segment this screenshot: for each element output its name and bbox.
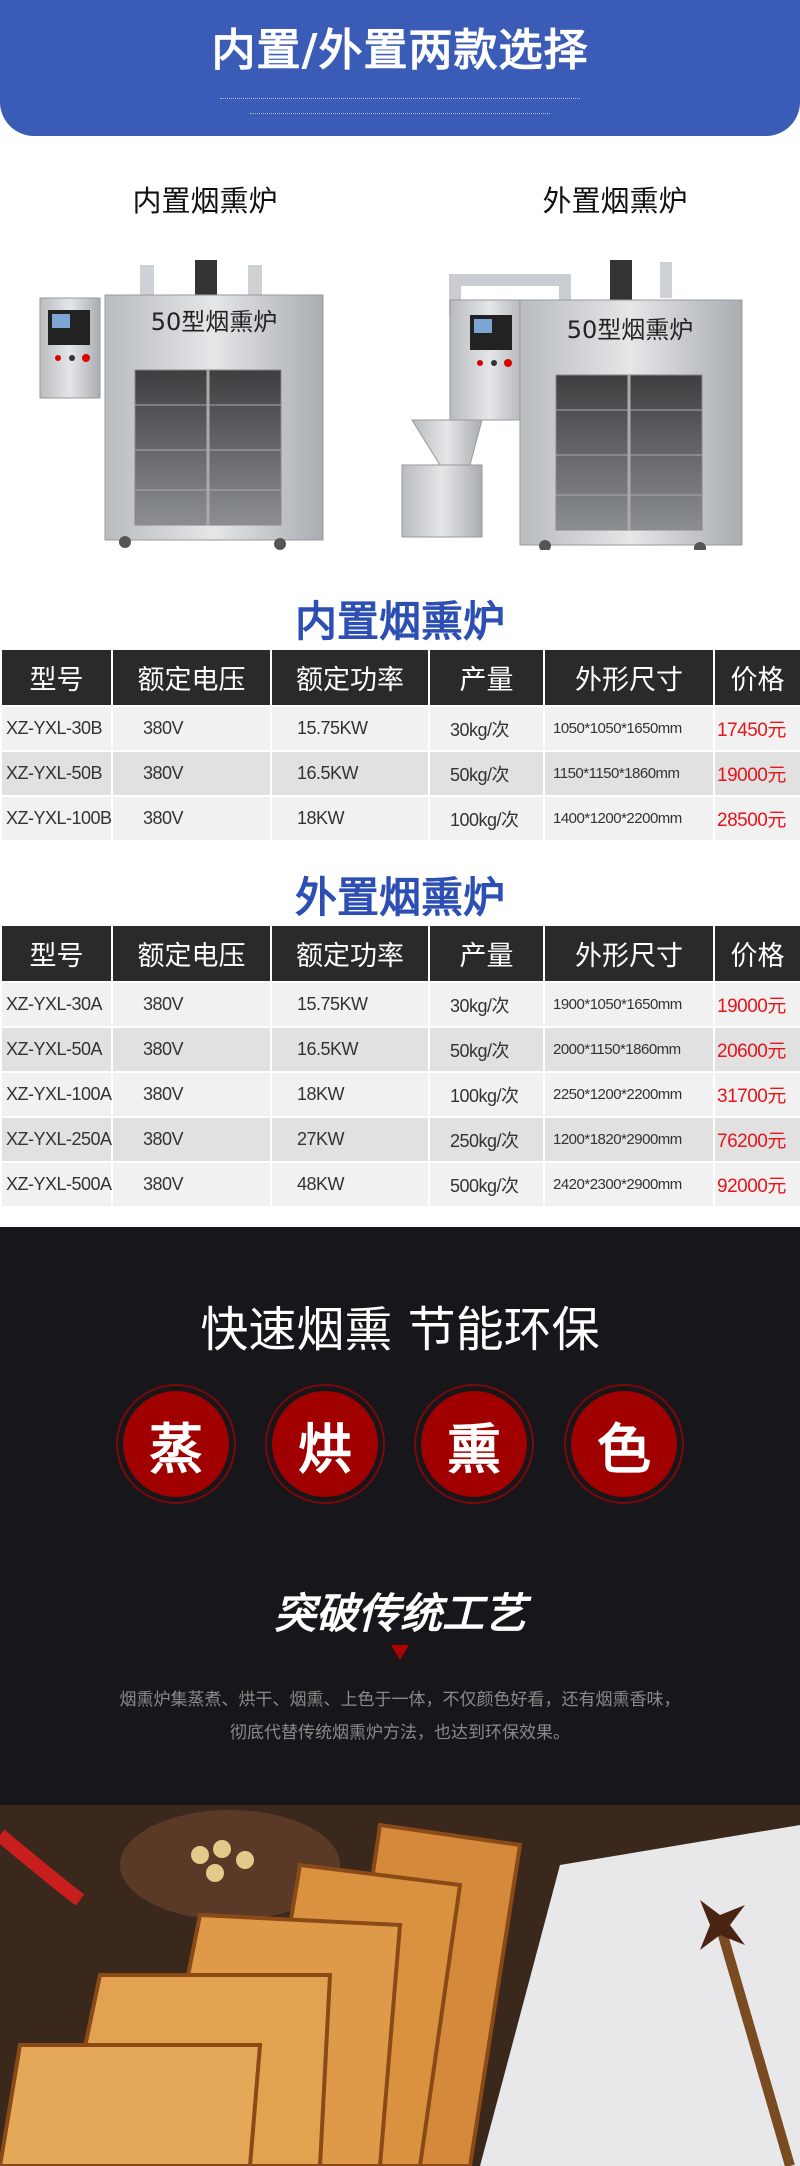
section-heading: 突破传统工艺 <box>273 1589 526 1638</box>
price: 76200元 <box>713 1116 800 1163</box>
table-row: XZ-YXL-50B 380V 16.5KW 50kg/次 1150*1150*1860… <box>0 750 800 797</box>
triangle-down-icon <box>391 1645 409 1660</box>
capacity: 100kg/次 <box>428 1071 545 1118</box>
col-header: 价格 <box>713 926 800 983</box>
col-header: 外形尺寸 <box>543 650 715 707</box>
model: XZ-YXL-100B <box>0 795 113 842</box>
table-row: XZ-YXL-30B 380V 15.75KW 30kg/次 1050*1050*165… <box>0 705 800 752</box>
table-row: XZ-YXL-250A 380V 27KW 250kg/次 1200*1820*2900… <box>0 1116 800 1163</box>
capacity: 50kg/次 <box>428 1026 545 1073</box>
model: XZ-YXL-30A <box>0 981 113 1028</box>
dimensions: 1050*1050*1650mm <box>543 705 715 752</box>
col-header: 额定电压 <box>111 926 272 983</box>
voltage: 380V <box>111 1071 272 1118</box>
capacity: 30kg/次 <box>428 981 545 1028</box>
capacity: 30kg/次 <box>428 705 545 752</box>
price: 92000元 <box>713 1161 800 1208</box>
power: 27KW <box>270 1116 430 1163</box>
model: XZ-YXL-250A <box>0 1116 113 1163</box>
price: 31700元 <box>713 1071 800 1118</box>
power: 16.5KW <box>270 750 430 797</box>
col-header: 额定电压 <box>111 650 272 707</box>
model: XZ-YXL-50B <box>0 750 113 797</box>
description-line: 彻底代替传统烟熏炉方法，也达到环保效果。 <box>230 1723 570 1743</box>
voltage: 380V <box>111 1026 272 1073</box>
voltage: 380V <box>111 750 272 797</box>
model: XZ-YXL-30B <box>0 705 113 752</box>
model: XZ-YXL-100A <box>0 1071 113 1118</box>
dimensions: 1400*1200*2200mm <box>543 795 715 842</box>
badge-color: 色 <box>564 1384 684 1504</box>
voltage: 380V <box>111 795 272 842</box>
voltage: 380V <box>111 1116 272 1163</box>
dimensions: 2000*1150*1860mm <box>543 1026 715 1073</box>
capacity: 100kg/次 <box>428 795 545 842</box>
dimensions: 1900*1050*1650mm <box>543 981 715 1028</box>
badge-steam: 蒸 <box>116 1384 236 1504</box>
smokehouse-images: 50型烟熏炉 50型烟熏炉 <box>39 260 743 550</box>
banner-fine-print <box>220 98 580 100</box>
badge-smoke: 熏 <box>414 1384 534 1504</box>
external-spec-table: 型号 额定电压 额定功率 产量 外形尺寸 价格 XZ-YXL-30A 380V 15… <box>0 926 800 1208</box>
internal-spec-table: 型号 额定电压 额定功率 产量 外形尺寸 价格 XZ-YXL-30B 380V 15… <box>0 650 800 842</box>
capacity: 250kg/次 <box>428 1116 545 1163</box>
machine-plate: 50型烟熏炉 <box>151 308 278 336</box>
table-row: XZ-YXL-100B 380V 18KW 100kg/次 1400*1200*2200… <box>0 795 800 842</box>
table-row: XZ-YXL-30A 380V 15.75KW 30kg/次 1900*1050*165… <box>0 981 800 1028</box>
col-header: 外形尺寸 <box>543 926 715 983</box>
capacity: 500kg/次 <box>428 1161 545 1208</box>
dimensions: 2250*1200*2200mm <box>543 1071 715 1118</box>
col-header: 产量 <box>428 926 545 983</box>
price: 19000元 <box>713 750 800 797</box>
power: 18KW <box>270 795 430 842</box>
external-label: 外置烟熏炉 <box>542 184 688 218</box>
table-row: XZ-YXL-50A 380V 16.5KW 50kg/次 2000*1150*1860… <box>0 1026 800 1073</box>
col-header: 价格 <box>713 650 800 707</box>
price: 17450元 <box>713 705 800 752</box>
slogan: 快速烟熏 节能环保 <box>200 1302 600 1358</box>
model: XZ-YXL-50A <box>0 1026 113 1073</box>
price: 19000元 <box>713 981 800 1028</box>
capacity: 50kg/次 <box>428 750 545 797</box>
voltage: 380V <box>111 1161 272 1208</box>
dimensions: 1200*1820*2900mm <box>543 1116 715 1163</box>
power: 48KW <box>270 1161 430 1208</box>
voltage: 380V <box>111 981 272 1028</box>
smoked-tofu-photo <box>0 1805 800 2166</box>
power: 18KW <box>270 1071 430 1118</box>
banner-fine-print <box>250 113 550 115</box>
internal-label: 内置烟熏炉 <box>132 184 278 218</box>
col-header: 额定功率 <box>270 926 430 983</box>
power: 16.5KW <box>270 1026 430 1073</box>
internal-smokehouse-image: 50型烟熏炉 <box>39 260 324 550</box>
price: 28500元 <box>713 795 800 842</box>
voltage: 380V <box>111 705 272 752</box>
power: 15.75KW <box>270 981 430 1028</box>
col-header: 型号 <box>0 926 113 983</box>
badge-bake: 烘 <box>265 1384 385 1504</box>
machine-plate: 50型烟熏炉 <box>567 316 694 344</box>
table-header: 型号 额定电压 额定功率 产量 外形尺寸 价格 <box>0 650 800 707</box>
col-header: 产量 <box>428 650 545 707</box>
model: XZ-YXL-500A <box>0 1161 113 1208</box>
description-line: 烟熏炉集蒸煮、烘干、烟熏、上色于一体，不仅颜色好看，还有烟熏香味， <box>119 1690 681 1710</box>
external-smokehouse-image: 50型烟熏炉 <box>401 260 743 550</box>
table-header: 型号 额定电压 额定功率 产量 外形尺寸 价格 <box>0 926 800 983</box>
external-table-title: 外置烟熏炉 <box>294 873 505 922</box>
table-row: XZ-YXL-500A 380V 48KW 500kg/次 2420*2300*2900… <box>0 1161 800 1208</box>
banner-title: 内置/外置两款选择 <box>211 25 589 76</box>
power: 15.75KW <box>270 705 430 752</box>
table-row: XZ-YXL-100A 380V 18KW 100kg/次 2250*1200*2200… <box>0 1071 800 1118</box>
title-banner: 内置/外置两款选择 <box>0 0 800 136</box>
col-header: 额定功率 <box>270 650 430 707</box>
dimensions: 2420*2300*2900mm <box>543 1161 715 1208</box>
features-section <box>0 1227 800 1805</box>
price: 20600元 <box>713 1026 800 1073</box>
internal-table-title: 内置烟熏炉 <box>294 597 505 646</box>
dimensions: 1150*1150*1860mm <box>543 750 715 797</box>
col-header: 型号 <box>0 650 113 707</box>
